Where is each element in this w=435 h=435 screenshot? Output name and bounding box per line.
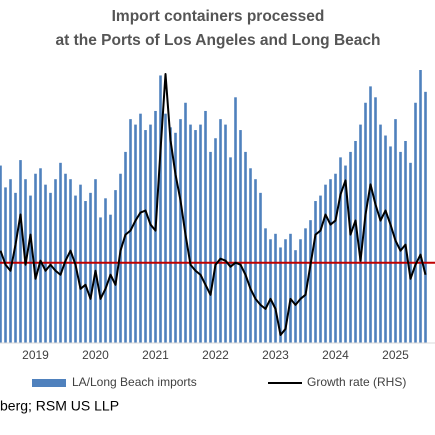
bar bbox=[334, 173, 337, 343]
bar bbox=[399, 151, 402, 343]
x-tick-label: 2021 bbox=[142, 348, 169, 362]
bar bbox=[54, 179, 57, 343]
bar bbox=[204, 110, 207, 343]
bar bbox=[369, 86, 372, 343]
bar bbox=[299, 239, 302, 343]
line bbox=[0, 73, 427, 336]
bar bbox=[269, 239, 272, 343]
bar bbox=[214, 138, 217, 343]
bar bbox=[29, 195, 32, 343]
bar bbox=[159, 75, 162, 344]
bar bbox=[79, 184, 82, 343]
bar bbox=[89, 192, 92, 343]
bar bbox=[114, 190, 117, 343]
bar bbox=[414, 102, 417, 343]
bar bbox=[124, 151, 127, 343]
bar bbox=[99, 217, 102, 343]
bar bbox=[404, 140, 407, 343]
bar bbox=[39, 168, 42, 343]
legend-label: LA/Long Beach imports bbox=[72, 375, 197, 389]
bar bbox=[44, 184, 47, 343]
x-tick-label: 2023 bbox=[262, 348, 289, 362]
bar bbox=[279, 247, 282, 343]
bar bbox=[359, 124, 362, 343]
bar bbox=[254, 179, 257, 343]
x-tick-label: 2025 bbox=[382, 348, 409, 362]
plot-area bbox=[0, 70, 435, 344]
bar bbox=[319, 195, 322, 343]
bar bbox=[409, 162, 412, 343]
bar bbox=[394, 119, 397, 343]
legend-swatch bbox=[32, 379, 66, 387]
bar bbox=[224, 124, 227, 343]
bar bbox=[104, 198, 107, 343]
bar bbox=[229, 157, 232, 343]
bar bbox=[259, 192, 262, 343]
bar bbox=[339, 157, 342, 343]
bar bbox=[94, 179, 97, 343]
bar bbox=[144, 130, 147, 343]
x-tick-label: 2022 bbox=[202, 348, 229, 362]
chart-title: at the Ports of Los Angeles and Long Bea… bbox=[56, 32, 381, 49]
bar bbox=[249, 168, 252, 343]
bar bbox=[119, 173, 122, 343]
bar bbox=[219, 119, 222, 343]
bar bbox=[374, 97, 377, 343]
chart-title: Import containers processed bbox=[112, 8, 325, 25]
bar bbox=[289, 233, 292, 343]
bar bbox=[189, 124, 192, 343]
bar bbox=[239, 130, 242, 343]
bar bbox=[314, 201, 317, 343]
bar bbox=[84, 201, 87, 343]
bar bbox=[264, 228, 267, 343]
bar bbox=[284, 239, 287, 343]
bar bbox=[309, 220, 312, 343]
bar bbox=[109, 214, 112, 343]
bar bbox=[344, 165, 347, 343]
bar bbox=[324, 184, 327, 343]
x-tick-label: 2020 bbox=[82, 348, 109, 362]
bar bbox=[69, 179, 72, 343]
bar bbox=[64, 173, 67, 343]
bar bbox=[234, 97, 237, 343]
bar bbox=[209, 151, 212, 343]
bar bbox=[349, 151, 352, 343]
bar bbox=[149, 124, 152, 343]
x-tick-label: 2024 bbox=[322, 348, 349, 362]
x-tick-label: 2019 bbox=[22, 348, 49, 362]
bar bbox=[34, 173, 37, 343]
bar bbox=[329, 179, 332, 343]
bar bbox=[9, 179, 12, 343]
bar bbox=[304, 228, 307, 343]
bar bbox=[14, 192, 17, 343]
legend-label: Growth rate (RHS) bbox=[307, 375, 406, 389]
bar bbox=[199, 124, 202, 343]
bar bbox=[424, 91, 427, 343]
source-note: berg; RSM US LLP bbox=[0, 398, 119, 414]
bar bbox=[389, 146, 392, 343]
bar bbox=[19, 160, 22, 343]
bar bbox=[179, 119, 182, 343]
bar bbox=[184, 102, 187, 343]
bar bbox=[194, 130, 197, 343]
bar bbox=[134, 124, 137, 343]
bar bbox=[164, 113, 167, 344]
bar bbox=[274, 233, 277, 343]
bar bbox=[384, 135, 387, 343]
bar bbox=[169, 127, 172, 343]
bar bbox=[139, 113, 142, 344]
bar bbox=[354, 140, 357, 343]
bar bbox=[379, 124, 382, 343]
bar bbox=[419, 70, 422, 343]
bar bbox=[174, 132, 177, 343]
bar bbox=[49, 192, 52, 343]
bar bbox=[244, 151, 247, 343]
bar bbox=[294, 250, 297, 343]
bar bbox=[59, 162, 62, 343]
